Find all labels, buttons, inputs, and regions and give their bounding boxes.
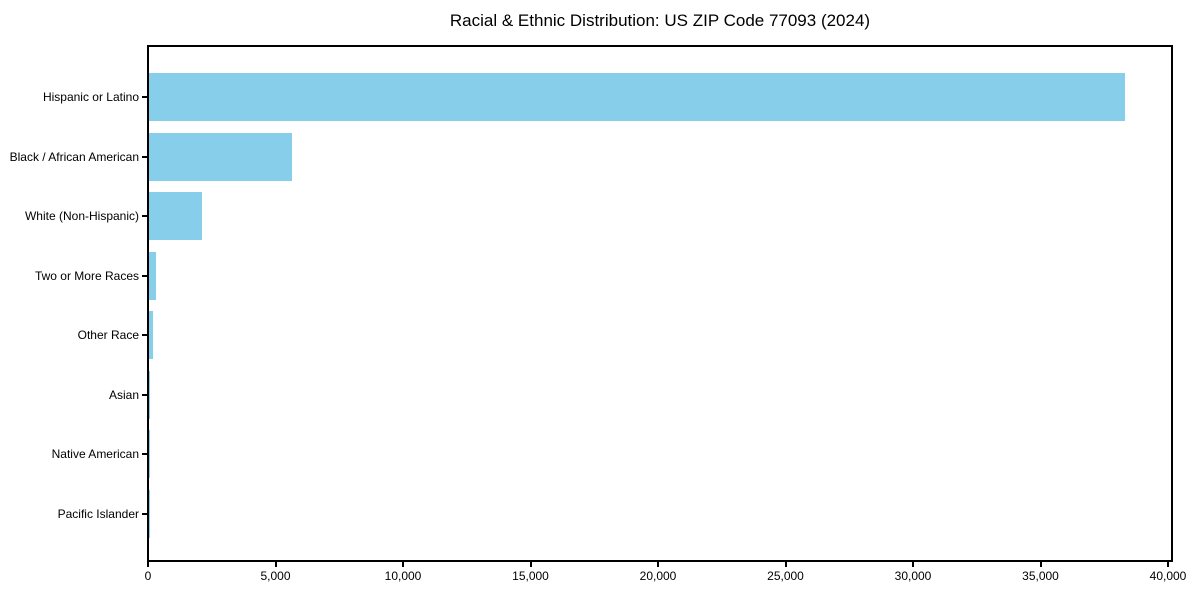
bar-hispanic-or-latino	[149, 73, 1125, 121]
y-tick-mark	[142, 96, 147, 98]
x-tick-mark	[274, 562, 277, 567]
x-tick-label: 35,000	[1022, 569, 1059, 583]
x-tick-mark	[657, 562, 659, 567]
y-tick-mark	[142, 215, 147, 218]
x-tick-label: 25,000	[767, 569, 804, 583]
x-tick-mark	[529, 562, 532, 567]
x-tick-label: 10,000	[384, 569, 422, 583]
x-tick-mark	[1167, 562, 1169, 567]
y-tick-label: Hispanic or Latino	[42, 90, 139, 104]
bar-other-race	[149, 311, 154, 360]
bar-asian	[149, 370, 151, 419]
bar-two-or-more-races	[149, 251, 157, 300]
y-tick-label: Pacific Islander	[57, 506, 139, 521]
y-tick-mark	[142, 453, 147, 456]
y-tick-mark	[142, 155, 147, 158]
y-tick-mark	[142, 393, 147, 396]
bar-native-american	[149, 430, 150, 479]
x-tick-label: 5,000	[260, 569, 291, 583]
chart-title: Racial & Ethnic Distribution: US ZIP Cod…	[449, 11, 871, 30]
x-tick-mark	[912, 562, 914, 567]
x-tick-label: 30,000	[894, 569, 932, 583]
y-tick-label: Asian	[108, 387, 139, 402]
x-tick-mark	[784, 562, 787, 567]
x-tick-mark	[147, 562, 149, 567]
y-tick-label: White (Non-Hispanic)	[24, 209, 139, 224]
bar-pacific-islander	[149, 489, 150, 538]
x-tick-label: 40,000	[1149, 569, 1187, 583]
y-tick-label: Black / African American	[9, 149, 139, 164]
y-tick-mark	[142, 334, 147, 337]
x-tick-label: 20,000	[639, 569, 677, 583]
x-tick-mark	[1039, 562, 1042, 567]
x-tick-label: 15,000	[512, 569, 549, 583]
y-tick-label: Other Race	[77, 328, 139, 343]
y-tick-label: Native American	[51, 447, 139, 462]
y-tick-label: Two or More Races	[34, 268, 139, 283]
bar-black-african-american	[149, 132, 292, 181]
x-tick-mark	[402, 562, 404, 567]
y-tick-mark	[142, 274, 147, 277]
plot-area	[147, 45, 1173, 562]
x-tick-label: 0	[144, 569, 152, 583]
y-tick-mark	[142, 512, 147, 515]
bar-white-non-hispanic	[149, 192, 203, 241]
